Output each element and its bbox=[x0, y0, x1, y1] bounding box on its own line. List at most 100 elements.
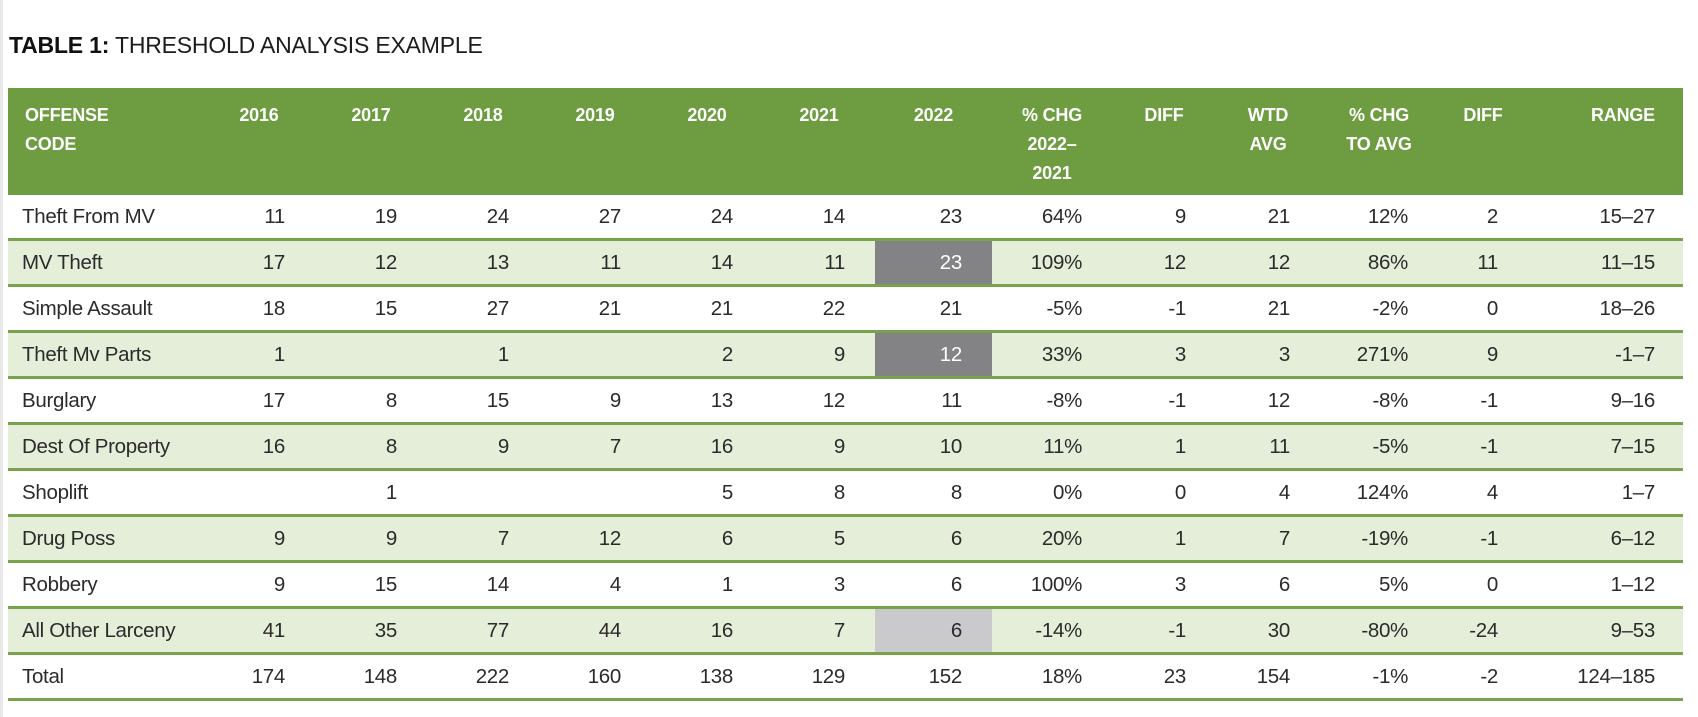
cell-pct_chg_2022_2021: -5% bbox=[992, 285, 1112, 333]
cell-pct_chg_2022_2021: 11% bbox=[992, 423, 1112, 471]
table-row-mv-theft: MV Theft 17 12 13 11 14 11 23 109% 12 12 86% 11 11–15 bbox=[8, 239, 1683, 287]
cell-y2018: 77 bbox=[427, 607, 539, 655]
cell-range: 6–12 bbox=[1528, 515, 1683, 563]
cell-diff_2: -1 bbox=[1438, 423, 1528, 471]
cell-diff_2: 9 bbox=[1438, 331, 1528, 379]
cell-y2019: 160 bbox=[539, 653, 651, 701]
cell-diff_1: 12 bbox=[1112, 239, 1216, 287]
cell-pct_chg_to_avg: -2% bbox=[1320, 285, 1438, 333]
table-row-theft-from-mv: Theft From MV 11 19 24 27 24 14 23 64% 9 21 12% 2 15–… bbox=[8, 195, 1683, 241]
cell-y2017: 9 bbox=[315, 515, 427, 563]
row-label: MV Theft bbox=[8, 239, 203, 287]
page-edge-strip bbox=[0, 0, 3, 717]
cell-y2018: 1 bbox=[427, 331, 539, 379]
cell-y2022: 11 bbox=[875, 377, 992, 425]
cell-pct_chg_to_avg: -1% bbox=[1320, 653, 1438, 701]
row-label: Drug Poss bbox=[8, 515, 203, 563]
table-row-simple-assault: Simple Assault 18 15 27 21 21 22 21 -5% -1 21 -2% 0 1… bbox=[8, 285, 1683, 333]
cell-y2016: 17 bbox=[203, 239, 315, 287]
cell-y2020: 138 bbox=[651, 653, 763, 701]
table-row-drug-poss: Drug Poss 9 9 7 12 6 5 6 20% 1 7 -19% -1 6–12 bbox=[8, 515, 1683, 563]
cell-y2020: 16 bbox=[651, 607, 763, 655]
cell-diff_2: 4 bbox=[1438, 469, 1528, 517]
cell-range: 1–12 bbox=[1528, 561, 1683, 609]
row-label: Dest Of Property bbox=[8, 423, 203, 471]
cell-y2021: 7 bbox=[763, 607, 875, 655]
cell-wtd_avg: 12 bbox=[1216, 377, 1320, 425]
column-header-diff_2: DIFF bbox=[1438, 88, 1528, 195]
cell-wtd_avg: 3 bbox=[1216, 331, 1320, 379]
table-row-robbery: Robbery 9 15 14 4 1 3 6 100% 3 6 5% 0 1–12 bbox=[8, 561, 1683, 609]
cell-y2017: 8 bbox=[315, 423, 427, 471]
column-header-pct_chg_to_avg: % CHG TO AVG bbox=[1320, 88, 1438, 195]
cell-y2018: 9 bbox=[427, 423, 539, 471]
cell-y2019: 11 bbox=[539, 239, 651, 287]
cell-y2017 bbox=[315, 331, 427, 379]
cell-y2020: 2 bbox=[651, 331, 763, 379]
cell-diff_2: 2 bbox=[1438, 195, 1528, 241]
cell-wtd_avg: 6 bbox=[1216, 561, 1320, 609]
column-header-y2016: 2016 bbox=[203, 88, 315, 195]
cell-y2016: 9 bbox=[203, 515, 315, 563]
cell-y2019 bbox=[539, 331, 651, 379]
cell-y2022: 21 bbox=[875, 285, 992, 333]
cell-y2018: 7 bbox=[427, 515, 539, 563]
cell-y2017: 1 bbox=[315, 469, 427, 517]
column-header-y2022: 2022 bbox=[875, 88, 992, 195]
cell-range: 9–16 bbox=[1528, 377, 1683, 425]
cell-wtd_avg: 4 bbox=[1216, 469, 1320, 517]
cell-y2021: 12 bbox=[763, 377, 875, 425]
cell-y2019: 27 bbox=[539, 195, 651, 241]
cell-y2017: 148 bbox=[315, 653, 427, 701]
cell-pct_chg_2022_2021: 0% bbox=[992, 469, 1112, 517]
column-header-y2019: 2019 bbox=[539, 88, 651, 195]
cell-y2019 bbox=[539, 469, 651, 517]
row-label: All Other Larceny bbox=[8, 607, 203, 655]
cell-y2021: 5 bbox=[763, 515, 875, 563]
highlighted-cell-light: 6 bbox=[875, 607, 992, 655]
row-label: Simple Assault bbox=[8, 285, 203, 333]
cell-diff_2: -24 bbox=[1438, 607, 1528, 655]
column-header-y2018: 2018 bbox=[427, 88, 539, 195]
cell-wtd_avg: 7 bbox=[1216, 515, 1320, 563]
row-label: Total bbox=[8, 653, 203, 701]
cell-y2019: 9 bbox=[539, 377, 651, 425]
cell-y2021: 9 bbox=[763, 331, 875, 379]
table-title-label: TABLE 1: bbox=[9, 32, 110, 58]
row-label: Burglary bbox=[8, 377, 203, 425]
row-label: Theft Mv Parts bbox=[8, 331, 203, 379]
cell-y2020: 14 bbox=[651, 239, 763, 287]
cell-y2018: 24 bbox=[427, 195, 539, 241]
cell-range: -1–7 bbox=[1528, 331, 1683, 379]
cell-y2021: 14 bbox=[763, 195, 875, 241]
highlighted-cell-dark: 23 bbox=[875, 239, 992, 287]
cell-y2017: 19 bbox=[315, 195, 427, 241]
cell-y2016: 174 bbox=[203, 653, 315, 701]
cell-range: 9–53 bbox=[1528, 607, 1683, 655]
cell-diff_2: 0 bbox=[1438, 285, 1528, 333]
table-row-burglary: Burglary 17 8 15 9 13 12 11 -8% -1 12 -8% -1 9–16 bbox=[8, 377, 1683, 425]
cell-y2021: 11 bbox=[763, 239, 875, 287]
cell-diff_1: 1 bbox=[1112, 423, 1216, 471]
cell-diff_1: 3 bbox=[1112, 331, 1216, 379]
cell-wtd_avg: 11 bbox=[1216, 423, 1320, 471]
cell-wtd_avg: 30 bbox=[1216, 607, 1320, 655]
cell-diff_1: 23 bbox=[1112, 653, 1216, 701]
cell-pct_chg_2022_2021: 18% bbox=[992, 653, 1112, 701]
cell-y2022: 8 bbox=[875, 469, 992, 517]
cell-y2019: 44 bbox=[539, 607, 651, 655]
cell-y2018: 222 bbox=[427, 653, 539, 701]
cell-pct_chg_2022_2021: 33% bbox=[992, 331, 1112, 379]
cell-diff_2: -1 bbox=[1438, 515, 1528, 563]
cell-wtd_avg: 154 bbox=[1216, 653, 1320, 701]
cell-diff_2: -2 bbox=[1438, 653, 1528, 701]
cell-pct_chg_2022_2021: 20% bbox=[992, 515, 1112, 563]
column-header-y2020: 2020 bbox=[651, 88, 763, 195]
cell-wtd_avg: 12 bbox=[1216, 239, 1320, 287]
threshold-analysis-table: OFFENSE CODE 2016 2017 2018 2019 2020 2021 2022… bbox=[8, 88, 1683, 701]
cell-pct_chg_to_avg: -19% bbox=[1320, 515, 1438, 563]
header-row: OFFENSE CODE 2016 2017 2018 2019 2020 2021 2022… bbox=[8, 88, 1683, 195]
cell-diff_2: 0 bbox=[1438, 561, 1528, 609]
row-label: Shoplift bbox=[8, 469, 203, 517]
cell-y2019: 21 bbox=[539, 285, 651, 333]
